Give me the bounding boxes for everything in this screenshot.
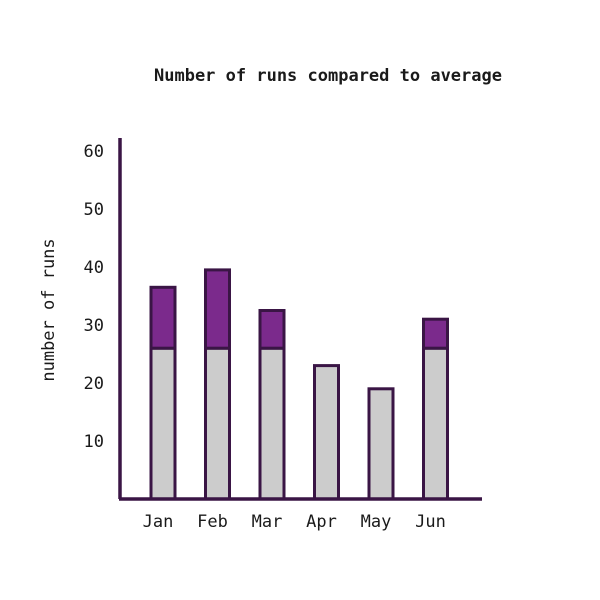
y-tick-label-50: 50: [84, 200, 104, 220]
x-axis-categories: Jan Feb Mar Apr May Jun: [143, 512, 446, 532]
y-tick-label-10: 10: [84, 432, 104, 452]
bar-above-jun: [422, 317, 449, 350]
bar-base-apr: [313, 364, 340, 501]
x-tick-label-jun: Jun: [415, 512, 446, 532]
chart-marks: [149, 268, 449, 501]
y-tick-label-30: 30: [84, 316, 104, 336]
bar-base-feb: [204, 346, 231, 501]
x-tick-label-feb: Feb: [197, 512, 228, 532]
bar-above-mar: [258, 309, 286, 350]
bar-above-jan: [149, 285, 177, 350]
bar-base-may: [367, 387, 395, 501]
bar-base-jan: [149, 346, 177, 501]
y-tick-label-20: 20: [84, 374, 104, 394]
bar-above-feb: [204, 268, 231, 350]
y-axis-ticks: 10 20 30 40 50 60: [84, 142, 104, 452]
x-tick-label-apr: Apr: [306, 512, 337, 532]
bar-base-jun: [422, 346, 449, 501]
x-tick-label-jan: Jan: [143, 512, 174, 532]
y-tick-label-40: 40: [84, 258, 104, 278]
y-tick-label-60: 60: [84, 142, 104, 162]
y-axis-label: number of runs: [39, 238, 59, 381]
x-tick-label-may: May: [361, 512, 392, 532]
bar-base-mar: [258, 346, 286, 501]
chart-title: Number of runs compared to average: [154, 66, 502, 86]
x-tick-label-mar: Mar: [252, 512, 283, 532]
